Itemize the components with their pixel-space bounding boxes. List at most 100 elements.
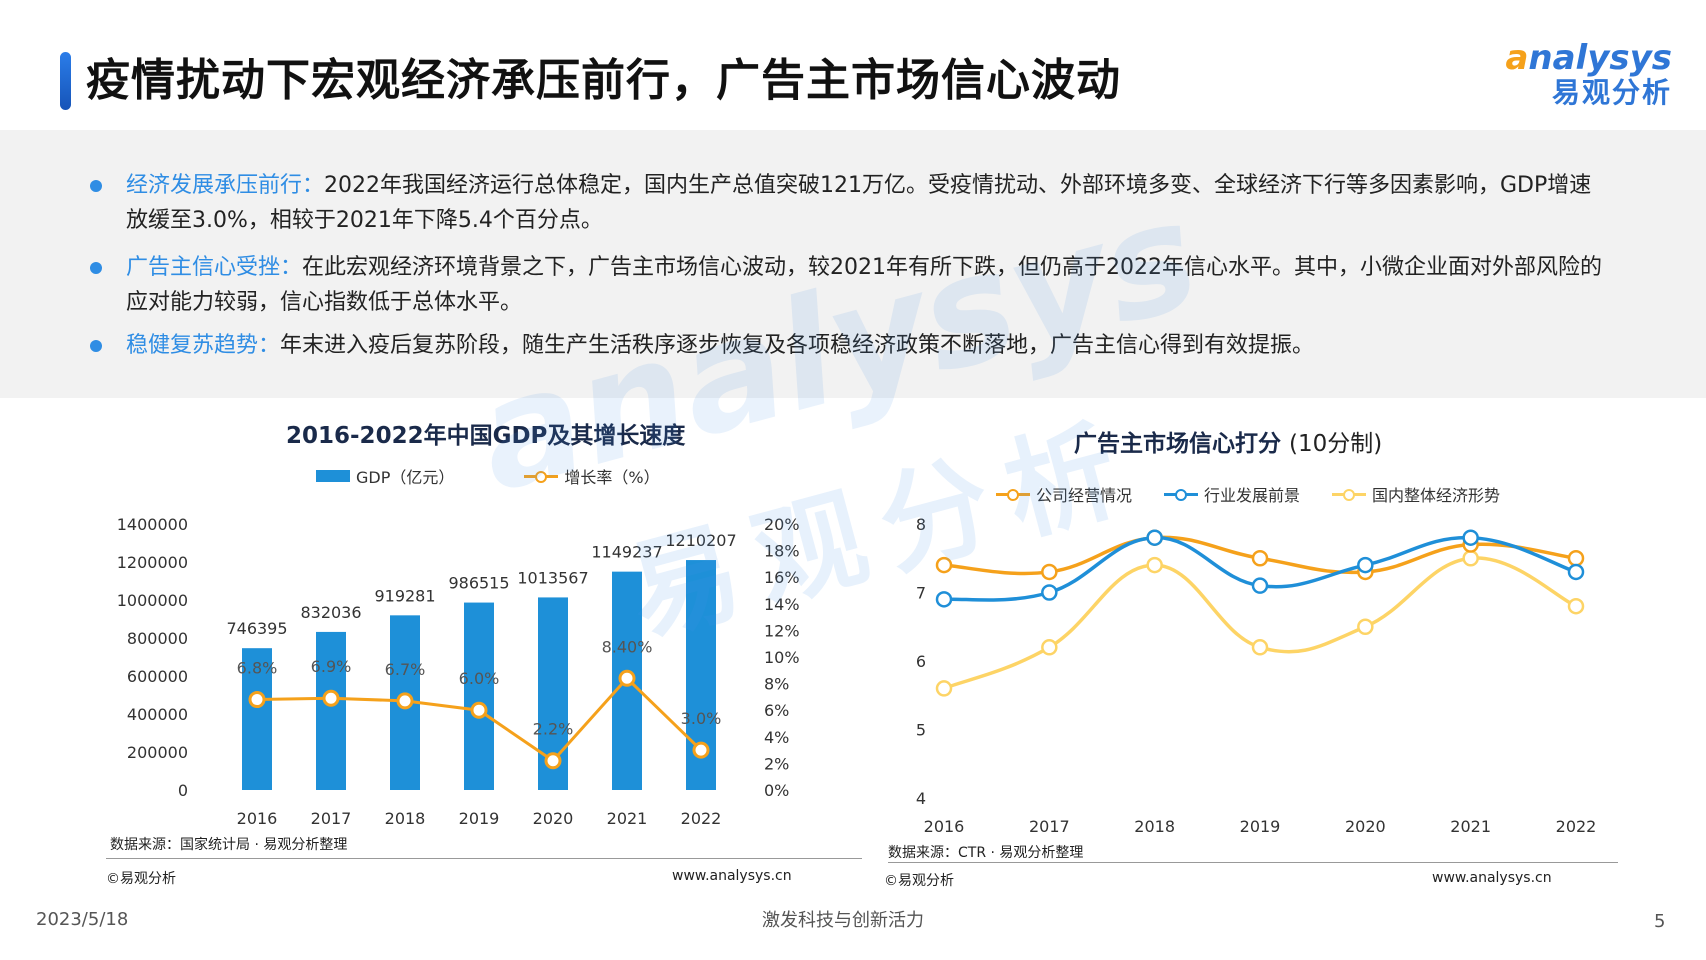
bullet-economy: 经济发展承压前行：2022年我国经济运行总体稳定，国内生产总值突破121万亿。受… [90,168,1610,238]
company-point [935,556,953,574]
x-tick-label: 2022 [681,809,722,828]
page-title: 疫情扰动下宏观经济承压前行，广告主市场信心波动 [86,55,1121,106]
legend-line-swatch [1164,488,1199,501]
x-tick-label: 2021 [1450,817,1491,836]
y-tick-label: 6 [916,652,926,671]
x-tick-label: 2022 [1556,817,1597,836]
x-tick-label: 2017 [311,809,352,828]
logo-text-cn: 易观分析 [1551,76,1672,109]
gdp-divider [106,858,862,859]
confidence-source: 数据来源：CTR · 易观分析整理 [888,845,1084,861]
growth-point [544,752,562,770]
economy-point [1146,556,1163,574]
industry-point [935,591,953,608]
y-right-tick-label: 2% [764,754,789,773]
legend-company-label: 公司经营情况 [1036,486,1133,505]
gdp-data-label: 1210207 [665,531,736,550]
y-left-tick-label: 1400000 [117,515,188,534]
y-tick-label: 5 [916,721,926,740]
bullet-heading: 稳健复苏趋势： [126,333,281,358]
company-point [1041,563,1058,581]
economy-point [935,680,953,697]
logo-text-en: nalysys [1528,38,1672,78]
title-accent-bar [60,52,71,110]
y-right-tick-label: 10% [764,648,800,667]
confidence-url: www.analysys.cn [1432,870,1552,886]
y-left-tick-label: 400000 [127,705,188,724]
confidence-chart-title: 广告主市场信心打分 (10分制) [1074,424,1382,458]
y-left-tick-label: 800000 [127,629,188,648]
footer-slogan: 激发科技与创新活力 [762,910,924,931]
page-number: 5 [1654,911,1666,932]
bullet-recovery: 稳健复苏趋势：年末进入疫后复苏阶段，随生产生活秩序逐步恢复及各项稳经济政策不断落… [90,328,1610,363]
legend-economy-label: 国内整体经济形势 [1372,486,1501,505]
economy-point [1251,639,1269,656]
analysys-logo: analysys 易观分析 [1505,40,1672,110]
x-tick-label: 2019 [1240,817,1281,836]
y-right-tick-label: 20% [764,515,800,534]
growth-point [396,692,414,710]
growth-data-label: 2.2% [533,720,574,739]
y-tick-label: 7 [916,584,926,603]
gdp-data-label: 986515 [448,574,509,593]
gdp-data-label: 746395 [226,619,287,638]
growth-point [618,669,636,687]
gdp-source: 数据来源：国家统计局 · 易观分析整理 [110,837,348,853]
company-point [1567,550,1585,567]
growth-data-label: 6.7% [385,660,426,679]
growth-data-label: 6.9% [311,657,352,676]
industry-point [1146,529,1163,546]
x-tick-label: 2017 [1029,817,1070,836]
economy-point [1462,550,1479,567]
bullet-text: 2022年我国经济运行总体稳定，国内生产总值突破121万亿。受疫情扰动、外部环境… [126,173,1592,233]
gdp-legend: GDP（亿元） 增长率（%） [316,464,660,488]
legend-gdp-label: GDP（亿元） [356,468,455,487]
x-tick-label: 2016 [924,817,965,836]
y-left-tick-label: 600000 [127,667,188,686]
legend-line-swatch [996,488,1030,501]
bullet-text: 年末进入疫后复苏阶段，随生产生活秩序逐步恢复及各项稳经济政策不断落地，广告主信心… [280,333,1315,358]
gdp-chart-title: 2016-2022年中国GDP及其增长速度 [286,423,686,449]
gdp-data-label: 1013567 [517,568,588,587]
gdp-bar [242,648,272,790]
gdp-copyright: ©易观分析 [106,871,176,887]
economy-point [1567,597,1585,615]
x-tick-label: 2018 [1134,817,1175,836]
x-tick-label: 2016 [237,809,278,828]
y-right-tick-label: 16% [764,568,800,587]
growth-data-label: 6.0% [459,669,500,688]
legend-line-swatch [524,470,559,483]
growth-data-label: 8.40% [602,637,653,656]
confidence-divider [888,862,1618,863]
gdp-data-label: 919281 [374,586,435,605]
y-right-tick-label: 8% [764,675,789,694]
company-point [1251,550,1269,567]
bullet-dot [90,262,102,274]
industry-point [1462,529,1479,546]
economy-point [1041,639,1058,656]
y-right-tick-label: 18% [764,542,800,561]
logo-mark: a [1505,38,1529,78]
y-right-tick-label: 12% [764,621,800,640]
legend-industry-label: 行业发展前景 [1204,486,1301,505]
bullet-dot [90,340,102,352]
bullet-confidence: 广告主信心受挫：在此宏观经济环境背景之下，广告主市场信心波动，较2021年有所下… [90,250,1610,320]
y-right-tick-label: 0% [764,781,789,800]
growth-point [248,691,266,709]
x-tick-label: 2018 [385,809,426,828]
y-left-tick-label: 1200000 [117,553,188,572]
y-left-tick-label: 200000 [127,743,188,762]
gdp-data-label: 832036 [300,603,361,622]
y-right-tick-label: 4% [764,728,789,747]
x-tick-label: 2020 [533,809,574,828]
industry-point [1251,577,1269,594]
y-tick-label: 4 [916,789,926,808]
footer-date: 2023/5/18 [36,909,129,930]
bullet-heading: 经济发展承压前行： [126,173,325,198]
y-left-tick-label: 1000000 [117,591,188,610]
bullet-heading: 广告主信心受挫： [126,255,303,280]
bullet-text: 在此宏观经济环境背景之下，广告主市场信心波动，较2021年有所下跌，但仍高于20… [126,255,1602,315]
x-tick-label: 2021 [607,809,648,828]
x-tick-label: 2019 [459,809,500,828]
y-right-tick-label: 14% [764,595,800,614]
